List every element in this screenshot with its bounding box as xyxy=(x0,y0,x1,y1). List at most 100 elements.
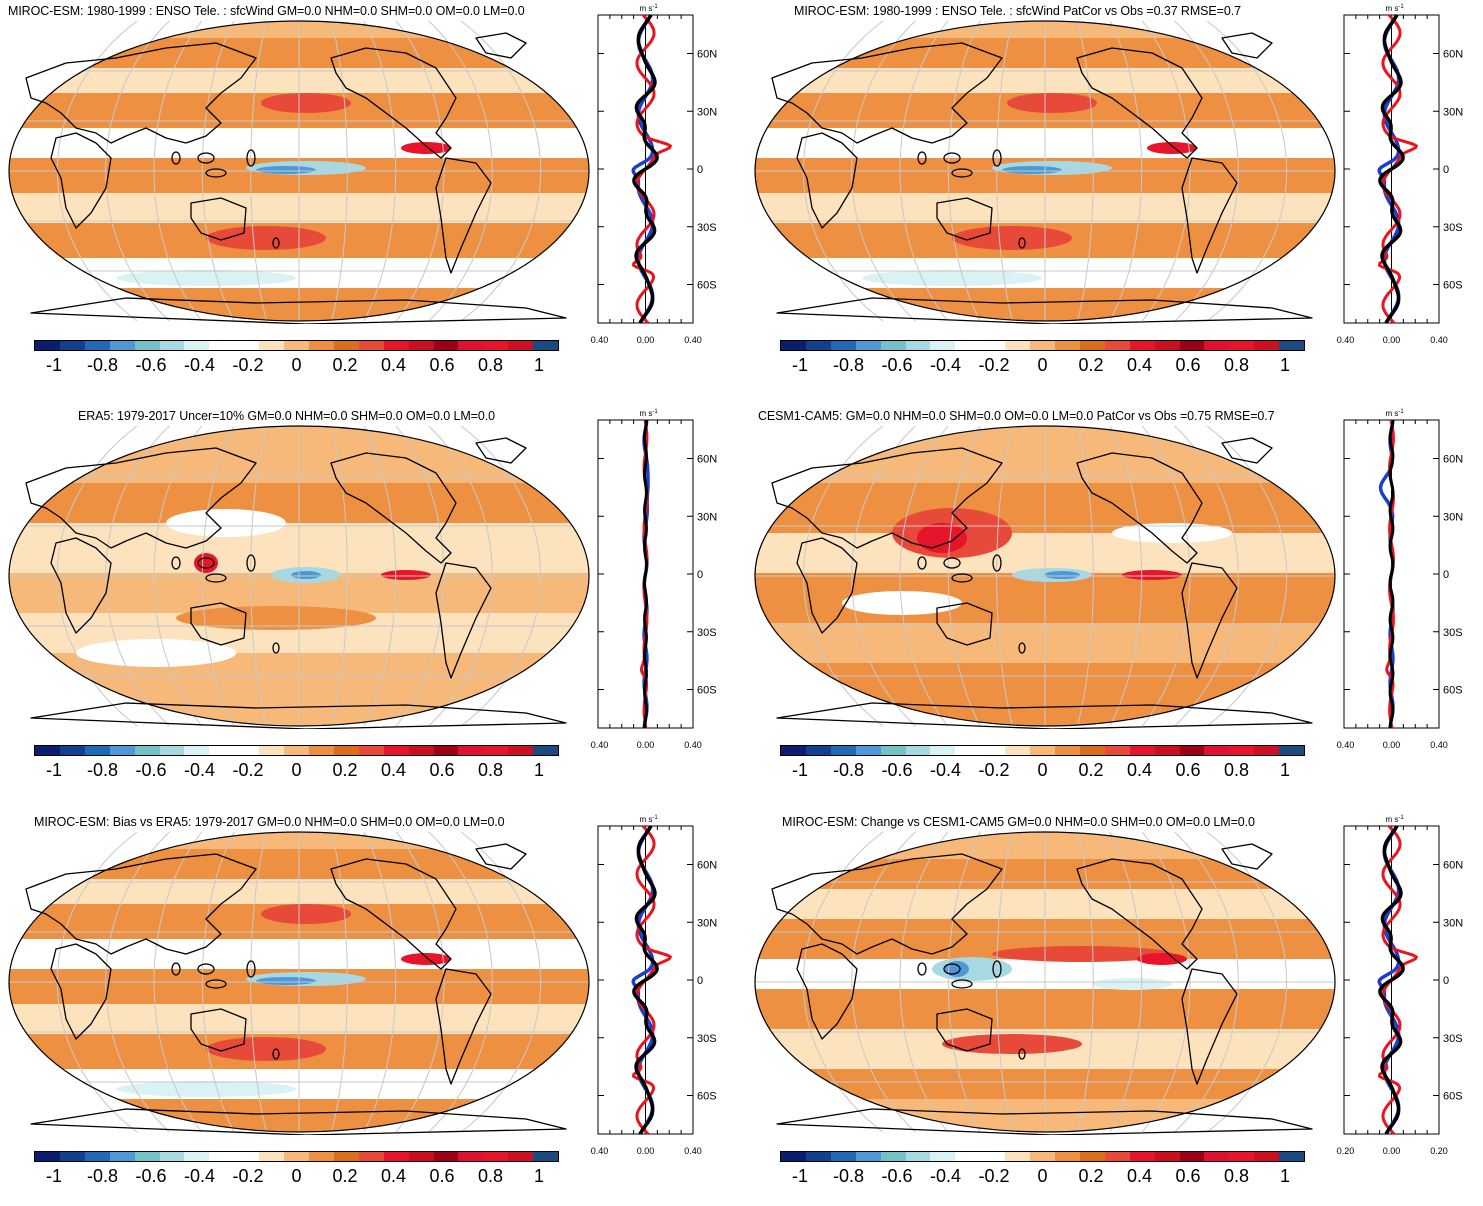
colorbar-swatch xyxy=(1030,341,1055,350)
profile-model-line xyxy=(1377,13,1419,325)
lat-tick-label: 30N xyxy=(1443,917,1463,929)
colorbar-swatch xyxy=(1204,1152,1230,1161)
colorbar-label: 0.4 xyxy=(380,355,407,375)
colorbar-swatch xyxy=(109,1152,135,1161)
colorbar-swatch xyxy=(905,746,931,755)
colorbar-swatch xyxy=(458,1152,484,1161)
lat-tick-label: 60S xyxy=(697,280,717,292)
colorbar-label: -0.6 xyxy=(881,760,913,780)
colorbar-label: -1 xyxy=(791,760,809,780)
colorbar-swatch xyxy=(1104,1152,1130,1161)
lat-tick-label: 60N xyxy=(1443,860,1463,872)
colorbar-swatch xyxy=(433,746,459,755)
colorbar-swatch xyxy=(333,1152,359,1161)
graticule xyxy=(9,831,589,1133)
colorbar-label: 0.6 xyxy=(1175,760,1201,780)
lat-tick-label: 60N xyxy=(1443,454,1463,466)
colorbar-swatch xyxy=(234,341,260,350)
colorbar-label: -1 xyxy=(791,355,809,375)
graticule xyxy=(755,831,1335,1133)
colorbar xyxy=(780,745,1305,756)
colorbar-label: 1 xyxy=(1279,1166,1291,1186)
robinson-map xyxy=(8,20,590,324)
colorbar-label: 1 xyxy=(533,1166,545,1186)
colorbar-swatch xyxy=(433,341,459,350)
panel-title: MIROC-ESM: Bias vs ERA5: 1979-2017 GM=0.… xyxy=(34,815,505,829)
colorbar-swatch xyxy=(1254,341,1280,350)
colorbar-swatch xyxy=(84,746,110,755)
colorbar-swatch xyxy=(358,746,384,755)
colorbar-label: 0 xyxy=(291,1166,302,1186)
map-border xyxy=(754,20,1336,322)
colorbar-swatch xyxy=(483,341,509,350)
profile-x-tick-label: 0.40 xyxy=(684,740,702,750)
lat-tick-label: 0 xyxy=(697,975,703,987)
colorbar-swatch xyxy=(1179,341,1205,350)
colorbar xyxy=(780,1151,1305,1162)
colorbar-swatch xyxy=(1129,341,1155,350)
colorbar-label: -0.6 xyxy=(135,760,167,780)
colorbar-swatch xyxy=(1030,746,1055,755)
colorbar-swatch xyxy=(1005,1152,1031,1161)
profile-model-line xyxy=(1377,824,1419,1136)
panel-title: ERA5: 1979-2017 Uncer=10% GM=0.0 NHM=0.0… xyxy=(78,409,495,423)
colorbar-swatch xyxy=(84,1152,110,1161)
colorbar-swatch xyxy=(1079,1152,1105,1161)
profile-diff-line xyxy=(643,420,648,728)
colorbar-swatch xyxy=(1279,1152,1305,1161)
zonal-mean-profile: m s-1 60N 30N 0 30S 60S -0.40 0.00 0.40 xyxy=(1336,4,1463,345)
lat-tick-label: 30S xyxy=(697,627,717,639)
robinson-map xyxy=(8,831,590,1135)
colorbar-label: 0.2 xyxy=(332,1166,358,1186)
colorbar-label: -0.4 xyxy=(929,355,962,375)
colorbar-swatch xyxy=(59,1152,85,1161)
colorbar-swatch xyxy=(458,341,484,350)
map-border xyxy=(8,831,590,1133)
colorbar-label: 0 xyxy=(1037,1166,1048,1186)
colorbar-swatch xyxy=(308,746,334,755)
profile-units: m s-1 xyxy=(1386,4,1405,13)
map-panel-1: MIROC-ESM: 1980-1999 : ENSO Tele. : sfcW… xyxy=(0,0,741,395)
colorbar-swatch xyxy=(508,746,534,755)
colorbar-label: -0.4 xyxy=(183,355,216,375)
zonal-mean-profile: m s-1 60N 30N 0 30S 60S -0.40 0.00 0.40 xyxy=(590,409,717,750)
panel-title: MIROC-ESM: 1980-1999 : ENSO Tele. : sfcW… xyxy=(794,4,1241,18)
lat-tick-label: 0 xyxy=(1443,164,1449,176)
map-panel-6: MIROC-ESM: Change vs CESM1-CAM5 GM=0.0 N… xyxy=(746,811,1483,1206)
zonal-mean-profile: m s-1 60N 30N 0 30S 60S -0.20 0.00 0.20 xyxy=(1336,815,1463,1156)
colorbar-swatch xyxy=(533,746,559,755)
colorbar-swatch xyxy=(880,1152,906,1161)
colorbar-swatch xyxy=(830,1152,856,1161)
colorbar-swatch xyxy=(259,746,285,755)
colorbar-swatch xyxy=(1229,746,1255,755)
map-panel-2: MIROC-ESM: 1980-1999 : ENSO Tele. : sfcW… xyxy=(746,0,1483,395)
profile-model-line xyxy=(631,824,673,1136)
colorbar-label: 0 xyxy=(291,760,302,780)
lat-tick-label: 0 xyxy=(1443,975,1449,987)
profile-x-tick-label: -0.40 xyxy=(590,740,608,750)
colorbar-swatch xyxy=(855,1152,881,1161)
colorbar-swatch xyxy=(383,746,409,755)
colorbar-swatch xyxy=(209,746,235,755)
colorbar-swatch xyxy=(533,341,559,350)
colorbar-swatch xyxy=(1179,1152,1205,1161)
profile-x-tick-label: 0.40 xyxy=(1430,335,1448,345)
colorbar-label: -0.2 xyxy=(232,1166,264,1186)
lat-tick-label: 60S xyxy=(1443,1091,1463,1103)
colorbar-label: 0.6 xyxy=(1175,1166,1201,1186)
colorbar-swatch xyxy=(930,1152,956,1161)
colorbar-swatch xyxy=(433,1152,459,1161)
profile-x-tick-label: 0.40 xyxy=(1430,740,1448,750)
panel-title: CESM1-CAM5: GM=0.0 NHM=0.0 SHM=0.0 OM=0.… xyxy=(758,409,1275,423)
profile-units: m s-1 xyxy=(640,4,659,13)
colorbar-swatch xyxy=(1254,1152,1280,1161)
robinson-map xyxy=(754,20,1336,324)
colorbar-label: -0.6 xyxy=(135,1166,167,1186)
colorbar-swatch xyxy=(955,341,981,350)
colorbar-swatch xyxy=(134,746,160,755)
profile-units: m s-1 xyxy=(640,409,659,418)
lat-tick-label: 30S xyxy=(1443,1033,1463,1045)
colorbar-label: 0.2 xyxy=(332,355,358,375)
colorbar-label: 0.4 xyxy=(380,1166,407,1186)
colorbar-swatch xyxy=(333,746,359,755)
